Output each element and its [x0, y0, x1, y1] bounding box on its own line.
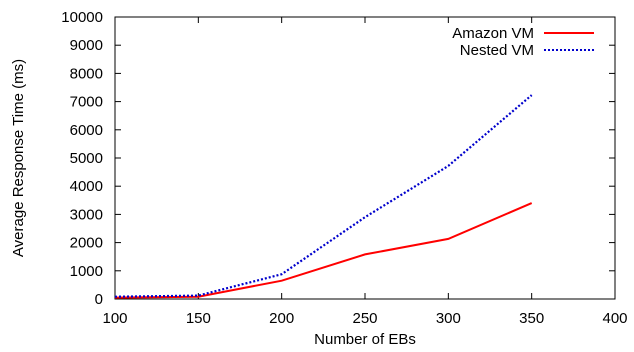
y-tick-label: 2000 [70, 235, 103, 252]
y-tick-label: 10000 [61, 9, 103, 26]
y-tick-label: 3000 [70, 206, 103, 223]
x-tick-label: 200 [269, 310, 294, 327]
y-tick-label: 9000 [70, 37, 103, 54]
x-tick-label: 300 [436, 310, 461, 327]
x-axis-title: Number of EBs [314, 331, 416, 348]
x-tick-label: 150 [186, 310, 211, 327]
series-line-amazon-vm [114, 202, 533, 299]
legend-label: Nested VM [460, 42, 534, 59]
y-tick-label: 6000 [70, 122, 103, 139]
y-tick-label: 5000 [70, 150, 103, 167]
series-lines [114, 94, 533, 299]
y-tick-label: 8000 [70, 65, 103, 82]
x-tick-label: 400 [602, 310, 627, 327]
y-tick-label: 4000 [70, 178, 103, 195]
x-tick-label: 350 [519, 310, 544, 327]
series-line-nested-vm [114, 94, 533, 298]
x-axis-ticks: 100 150 200 250 300 350 400 [102, 17, 628, 327]
x-tick-label: 100 [102, 310, 127, 327]
y-axis-ticks: 0 1000 2000 3000 4000 5000 6000 7000 8000 9000 100… [61, 9, 615, 308]
y-tick-label: 1000 [70, 263, 103, 280]
plot-area-frame [114, 16, 616, 300]
y-tick-label: 0 [95, 291, 103, 308]
y-axis-title: Average Response Time (ms) [10, 59, 27, 257]
x-tick-label: 250 [352, 310, 377, 327]
y-tick-label: 7000 [70, 94, 103, 111]
legend-label: Amazon VM [452, 25, 534, 42]
